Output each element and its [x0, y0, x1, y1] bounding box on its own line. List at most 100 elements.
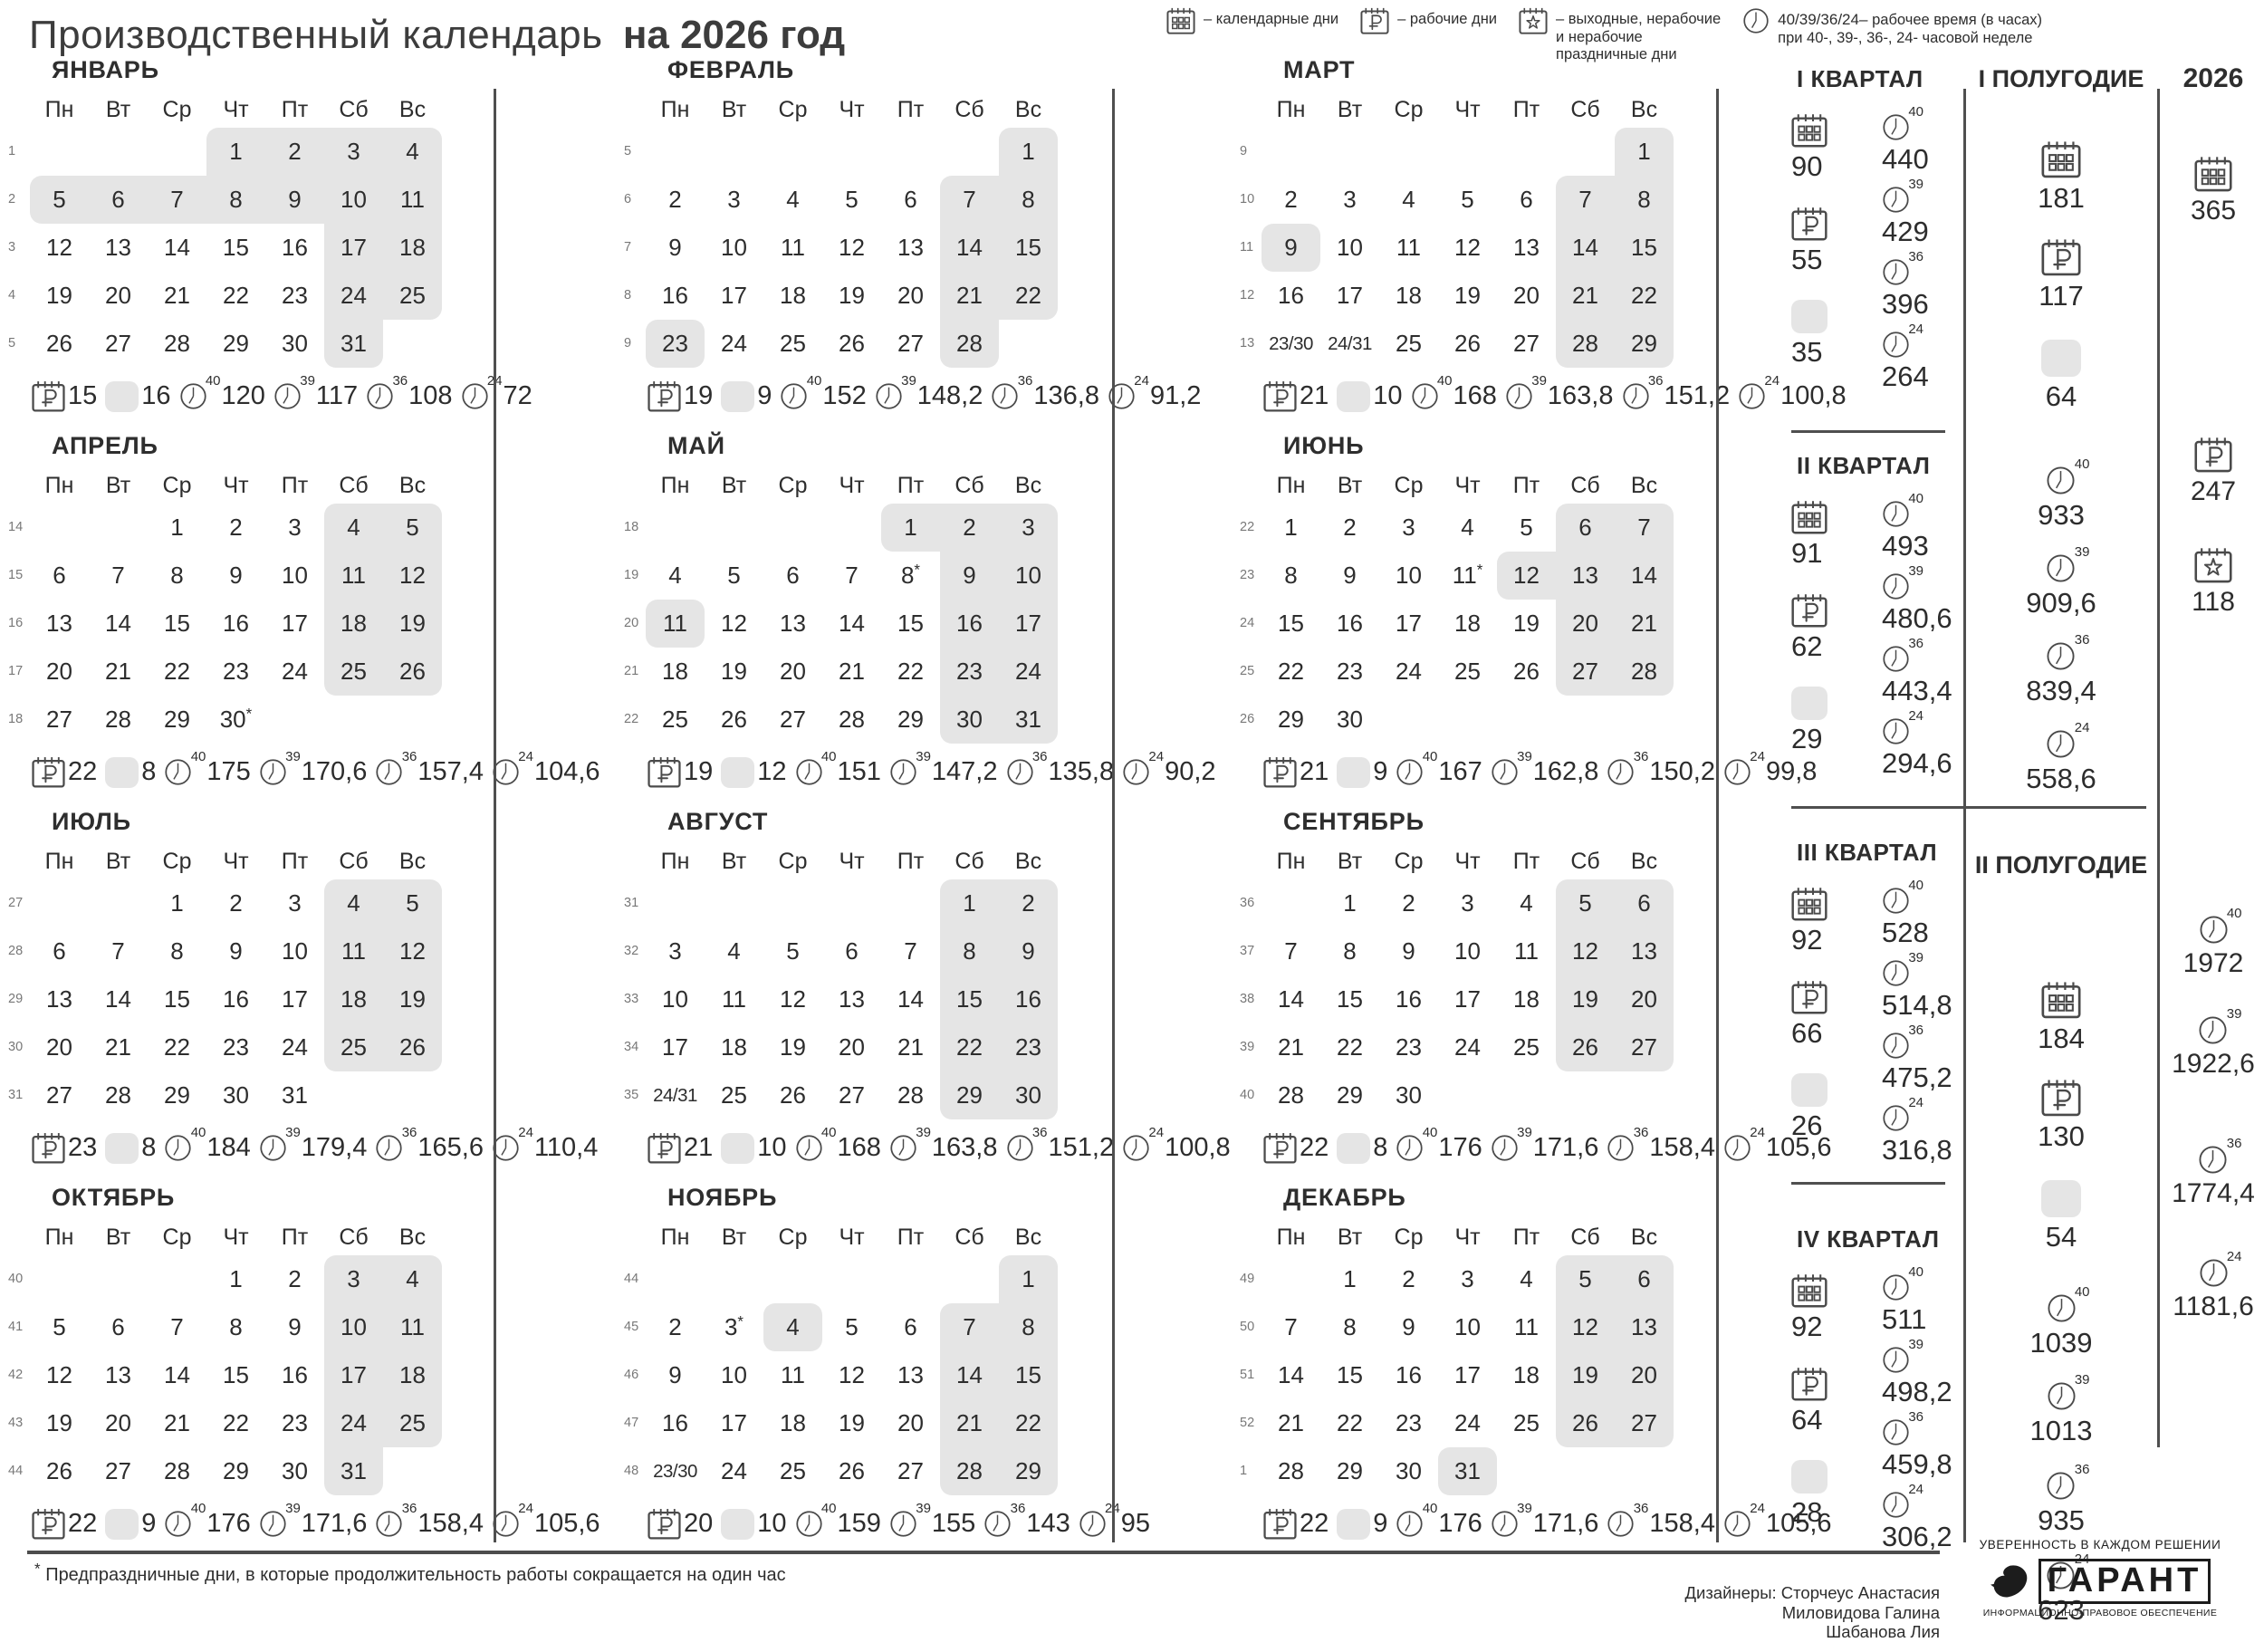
week-number: 38 — [1240, 992, 1255, 1006]
hours-40-week: 152 — [822, 381, 867, 410]
hours-per-week-label: 24 — [1148, 1125, 1165, 1140]
half-year-item: 40 933 — [2038, 457, 2089, 532]
day-cell: 12 — [1556, 1303, 1615, 1351]
hours-24-week: 558,6 — [2026, 763, 2096, 794]
day-cell: 16 — [1396, 985, 1422, 1013]
clock-icon: 40 — [795, 1502, 837, 1538]
dayoff-marker — [105, 1508, 139, 1540]
workdays-icon — [2194, 437, 2232, 473]
day-cell: 29 — [999, 1447, 1058, 1495]
week-number: 29 — [8, 992, 24, 1006]
day-cell: 9 — [999, 927, 1058, 975]
weekday-header: Чт — [223, 473, 249, 498]
day-cell: 30 — [223, 1081, 249, 1109]
hours-per-week-label: 24 — [518, 749, 533, 764]
day-cell: 11 — [781, 234, 805, 261]
day-cell: 2 — [1402, 1265, 1415, 1292]
clock-icon: 24 — [1079, 1502, 1120, 1538]
day-cell: 10 — [282, 562, 308, 589]
month-summary: 15164012039117361082472 — [32, 374, 532, 412]
day-cell: 16 — [223, 610, 249, 637]
day-cell: 4 — [324, 504, 383, 552]
day-cell: 8 — [940, 927, 999, 975]
month-block: АПРЕЛЬ Пн Вт Ср Чт Пт Сб Вс 14 1 2 3 4 5 15 6 7 8 9 10 11 12 1… — [5, 430, 600, 806]
summary-item: 36 135,8 — [1006, 750, 1114, 787]
dayoff-marker — [2041, 1180, 2081, 1217]
day-cell: 27 — [839, 1081, 865, 1109]
half-year-item: 117 — [2039, 238, 2084, 312]
day-cell: 23 — [223, 1033, 249, 1061]
hours-per-week-label: 24 — [1750, 1125, 1765, 1140]
quarter-item: 29 — [1791, 687, 1856, 755]
day-cell: 13 — [1556, 552, 1615, 600]
weekday-header: Пн — [44, 849, 74, 874]
divider-line — [1791, 806, 2146, 809]
preholiday-mark: * — [1476, 561, 1483, 579]
hours-per-week-label: 36 — [2074, 632, 2090, 648]
day-cell: 9 — [940, 552, 999, 600]
summary-item: 36 108 — [366, 374, 453, 411]
day-cell: 10 — [721, 234, 747, 261]
quarter-item: 36 443,4 — [1882, 637, 1958, 707]
hours-per-week-label: 36 — [1647, 373, 1664, 389]
day-cell — [1438, 696, 1497, 744]
hours-per-week-label: 36 — [1908, 636, 1923, 651]
dayoff-marker — [1791, 1073, 1828, 1107]
weekday-header: Чт — [1454, 849, 1481, 874]
day-cell: 17 — [662, 1033, 688, 1061]
day-cell: 7 — [1284, 1313, 1298, 1340]
day-cell: 19 — [839, 1409, 865, 1436]
brand-row: ГАРАНТ — [1959, 1559, 2241, 1604]
summary-item: 22 — [1263, 1508, 1329, 1540]
week-number: 16 — [8, 616, 24, 630]
quarter-item: 36 396 — [1882, 250, 1958, 321]
day-cell: 22 — [999, 272, 1058, 320]
month-title: АПРЕЛЬ — [52, 432, 158, 459]
hours-36-week: 935 — [2038, 1504, 2085, 1536]
day-cell: 26 — [46, 330, 72, 357]
workdays-count: 66 — [1791, 1017, 1823, 1049]
months-grid: ЯНВАРЬ Пн Вт Ср Чт Пт Сб Вс 1 1 2 3 4 2 5 6 7 8 9 10 11 3 12 13… — [5, 54, 1847, 1558]
dayoff-marker — [1791, 1460, 1828, 1494]
day-cell: 1 — [206, 128, 265, 176]
quarter-left-column: 91 62 29 — [1791, 500, 1856, 780]
day-cell: 26 — [1556, 1399, 1615, 1447]
hours-per-week-label: 24 — [1908, 322, 1923, 337]
day-cell: 15 — [999, 1351, 1058, 1399]
dayoff-count: 54 — [2045, 1221, 2077, 1253]
garant-logo-block: УВЕРЕННОСТЬ В КАЖДОМ РЕШЕНИИ ГАРАНТ ИНФО… — [1959, 1538, 2241, 1618]
dove-icon — [1990, 1562, 2031, 1600]
day-cell — [1497, 1071, 1556, 1119]
clock-icon: 40 — [795, 1126, 837, 1162]
divider-line — [1791, 1182, 1945, 1185]
day-cell: 1 — [1343, 889, 1357, 917]
hours-per-week-label: 24 — [1908, 708, 1923, 724]
weekday-header: Чт — [223, 97, 249, 122]
month-block: СЕНТЯБРЬ Пн Вт Ср Чт Пт Сб Вс 36 1 2 3 4 5 6 37 7 8 9 10 11 1… — [1236, 806, 1832, 1182]
clock-icon: 40 — [2199, 907, 2242, 945]
day-cell: 1 — [1343, 1265, 1357, 1292]
summary-item: 40 168 — [1411, 374, 1497, 411]
workdays-icon — [1791, 980, 1828, 1014]
day-cell: 30 — [940, 696, 999, 744]
clock-icon: 24 — [1882, 1483, 1923, 1519]
day-cell — [1615, 696, 1674, 744]
day-cell: 19 — [1556, 1351, 1615, 1399]
hours-per-week-label: 36 — [1031, 1125, 1048, 1140]
hours-24-week: 1181,6 — [2173, 1292, 2254, 1321]
hours-39-week: 170,6 — [301, 757, 368, 786]
legend-text: 40/39/36/24– рабочее время (в часах) при … — [1778, 7, 2042, 47]
day-cell: 11 — [1514, 937, 1539, 965]
day-cell: 14 — [1278, 1361, 1304, 1388]
year-item: 40 1972 — [2183, 907, 2244, 979]
hours-per-week-label: 39 — [1517, 1125, 1532, 1140]
grid-corner — [620, 91, 646, 128]
legend-item: – календарные дни — [1166, 7, 1338, 34]
day-cell: 21 — [105, 658, 131, 685]
day-cell: 14 — [1278, 985, 1304, 1013]
day-cell: 18 — [1513, 1361, 1540, 1388]
summary-item: 39 147,2 — [889, 750, 998, 787]
day-cell: 3 — [727, 186, 741, 213]
quarter-item: 39 498,2 — [1882, 1338, 1958, 1408]
legend-item: 40/39/36/24– рабочее время (в часах) при … — [1742, 7, 2042, 47]
